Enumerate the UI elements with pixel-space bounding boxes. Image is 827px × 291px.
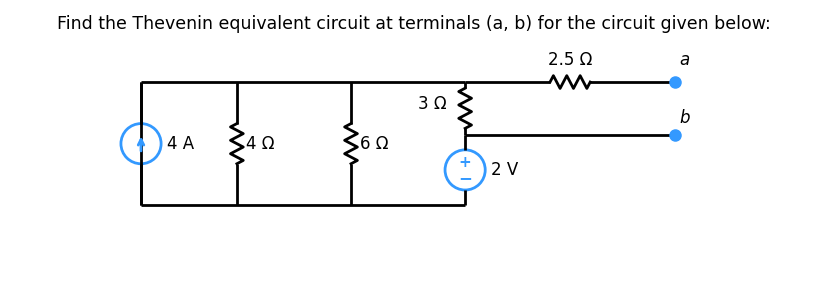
Text: b: b — [679, 109, 690, 127]
Text: +: + — [458, 155, 471, 171]
Text: Find the Thevenin equivalent circuit at terminals (a, b) for the circuit given b: Find the Thevenin equivalent circuit at … — [57, 15, 770, 33]
Text: 4 Ω: 4 Ω — [246, 135, 275, 153]
Text: 6 Ω: 6 Ω — [360, 135, 388, 153]
Text: 2 V: 2 V — [490, 161, 518, 179]
Text: a: a — [679, 51, 689, 69]
Text: 4 A: 4 A — [166, 135, 194, 153]
Text: −: − — [457, 169, 471, 187]
Text: 3 Ω: 3 Ω — [417, 95, 446, 113]
Text: 2.5 Ω: 2.5 Ω — [547, 51, 591, 69]
